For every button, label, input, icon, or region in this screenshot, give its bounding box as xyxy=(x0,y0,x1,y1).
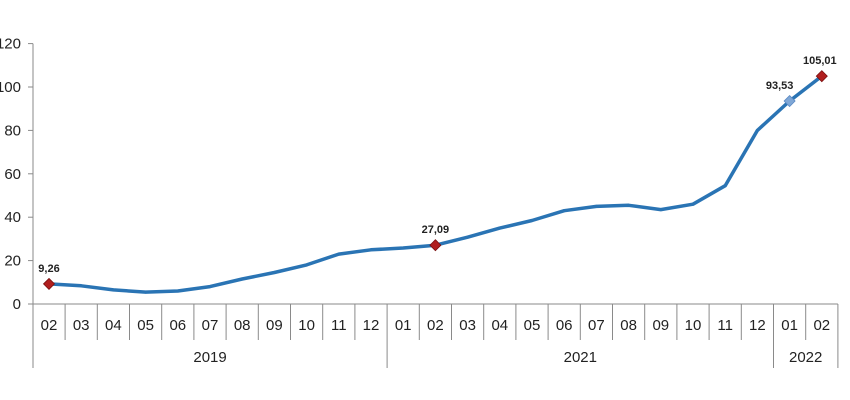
data-point xyxy=(79,284,83,288)
year-label: 2019 xyxy=(193,349,226,366)
y-axis-ticks: 0 20 40 60 80 100 120 xyxy=(0,36,33,313)
data-point xyxy=(691,202,695,206)
data-point xyxy=(627,203,631,207)
data-point xyxy=(305,263,309,267)
data-point xyxy=(594,204,598,208)
data-point xyxy=(723,184,727,188)
data-point xyxy=(466,235,470,239)
year-label: 2021 xyxy=(564,349,597,366)
data-marker-diamond xyxy=(42,277,56,290)
x-tick-label: 04 xyxy=(491,317,508,334)
y-tick-label: 80 xyxy=(4,122,21,139)
x-tick-label: 07 xyxy=(202,317,219,334)
x-tick-label: 03 xyxy=(73,317,90,334)
data-point xyxy=(498,226,502,230)
data-point xyxy=(755,128,759,132)
y-tick-label: 40 xyxy=(4,209,21,226)
data-point xyxy=(144,290,148,294)
data-point xyxy=(240,277,244,281)
y-tick-label: 120 xyxy=(0,36,21,53)
data-point xyxy=(337,252,341,256)
x-tick-label: 08 xyxy=(234,317,251,334)
x-tick-label: 04 xyxy=(105,317,122,334)
x-tick-label: 10 xyxy=(298,317,315,334)
data-point xyxy=(562,209,566,213)
data-point xyxy=(401,246,405,250)
x-tick-label: 05 xyxy=(524,317,541,334)
x-tick-label: 08 xyxy=(620,317,637,334)
x-tick-label: 01 xyxy=(781,317,798,334)
x-tick-label: 09 xyxy=(652,317,669,334)
y-tick-label: 60 xyxy=(4,166,21,183)
data-point xyxy=(369,248,373,252)
data-markers xyxy=(42,70,828,294)
x-tick-label: 12 xyxy=(749,317,766,334)
data-label: 9,26 xyxy=(38,263,59,275)
data-point xyxy=(111,288,115,292)
data-point xyxy=(176,289,180,293)
data-marker-diamond xyxy=(429,239,442,252)
x-tick-label: 09 xyxy=(266,317,283,334)
x-tick-label: 11 xyxy=(331,317,347,334)
year-label: 2022 xyxy=(789,349,822,366)
series-line xyxy=(47,74,824,294)
x-tick-label: 07 xyxy=(588,317,605,334)
data-point xyxy=(208,285,212,289)
x-tick-label: 06 xyxy=(556,317,573,334)
data-label: 105,01 xyxy=(803,55,837,67)
x-tick-label: 11 xyxy=(717,317,733,334)
x-tick-label: 12 xyxy=(363,317,380,334)
data-point xyxy=(272,271,276,275)
x-tick-label: 02 xyxy=(427,317,444,334)
axes xyxy=(32,43,838,305)
x-tick-label: 02 xyxy=(41,317,58,334)
series-line-group xyxy=(47,74,824,294)
x-tick-label: 05 xyxy=(137,317,154,334)
data-point xyxy=(530,218,534,222)
x-tick-label: 01 xyxy=(395,317,412,334)
data-labels: 9,26 27,09 93,53 105,01 xyxy=(38,55,836,275)
y-tick-label: 0 xyxy=(13,296,21,313)
y-tick-label: 20 xyxy=(4,253,21,270)
x-tick-label: 06 xyxy=(169,317,186,334)
data-marker-diamond xyxy=(815,70,828,83)
y-tick-label: 100 xyxy=(0,79,21,96)
x-axis-ticks: 02 03 04 05 06 07 08 09 10 11 12 01 02 03 04 05 06 07 08 09… xyxy=(32,304,839,340)
x-tick-label: 02 xyxy=(813,317,830,334)
data-point xyxy=(659,208,663,212)
data-marker-diamond xyxy=(783,94,796,108)
data-label: 93,53 xyxy=(766,80,794,92)
x-tick-label: 03 xyxy=(459,317,476,334)
x-tick-label: 10 xyxy=(685,317,702,334)
year-groups: 2019 2021 2022 xyxy=(32,340,839,368)
data-label: 27,09 xyxy=(422,224,450,236)
